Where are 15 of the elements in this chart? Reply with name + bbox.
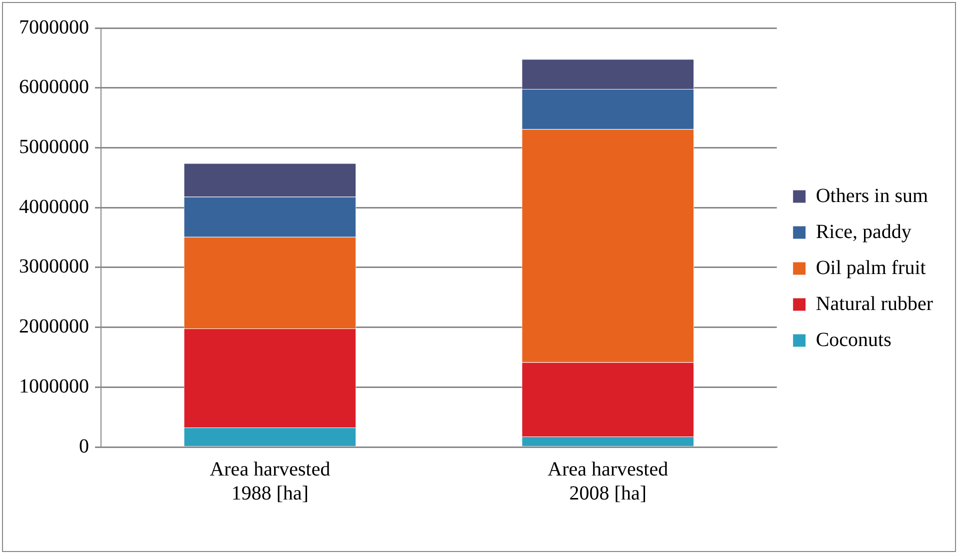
legend-label: Natural rubber bbox=[816, 292, 934, 315]
y-tick-label: 4000000 bbox=[19, 196, 89, 218]
y-tick-label: 3000000 bbox=[19, 256, 89, 278]
y-tick-label: 5000000 bbox=[19, 136, 89, 158]
legend-label: Others in sum bbox=[816, 184, 928, 207]
y-tick-label: 6000000 bbox=[19, 76, 89, 98]
legend-label: Rice, paddy bbox=[816, 220, 912, 243]
y-tick-label: 1000000 bbox=[19, 375, 89, 398]
y-tick-label: 7000000 bbox=[19, 16, 89, 38]
x-tick-label: Area harvested 2008 [ha] bbox=[548, 458, 668, 504]
legend-label: Coconuts bbox=[816, 328, 892, 351]
x-tick-label: Area harvested 1988 [ha] bbox=[210, 458, 330, 504]
y-tick-label: 2000000 bbox=[19, 316, 89, 338]
y-tick-label: 0 bbox=[79, 435, 89, 458]
legend-label: Oil palm fruit bbox=[816, 256, 926, 279]
